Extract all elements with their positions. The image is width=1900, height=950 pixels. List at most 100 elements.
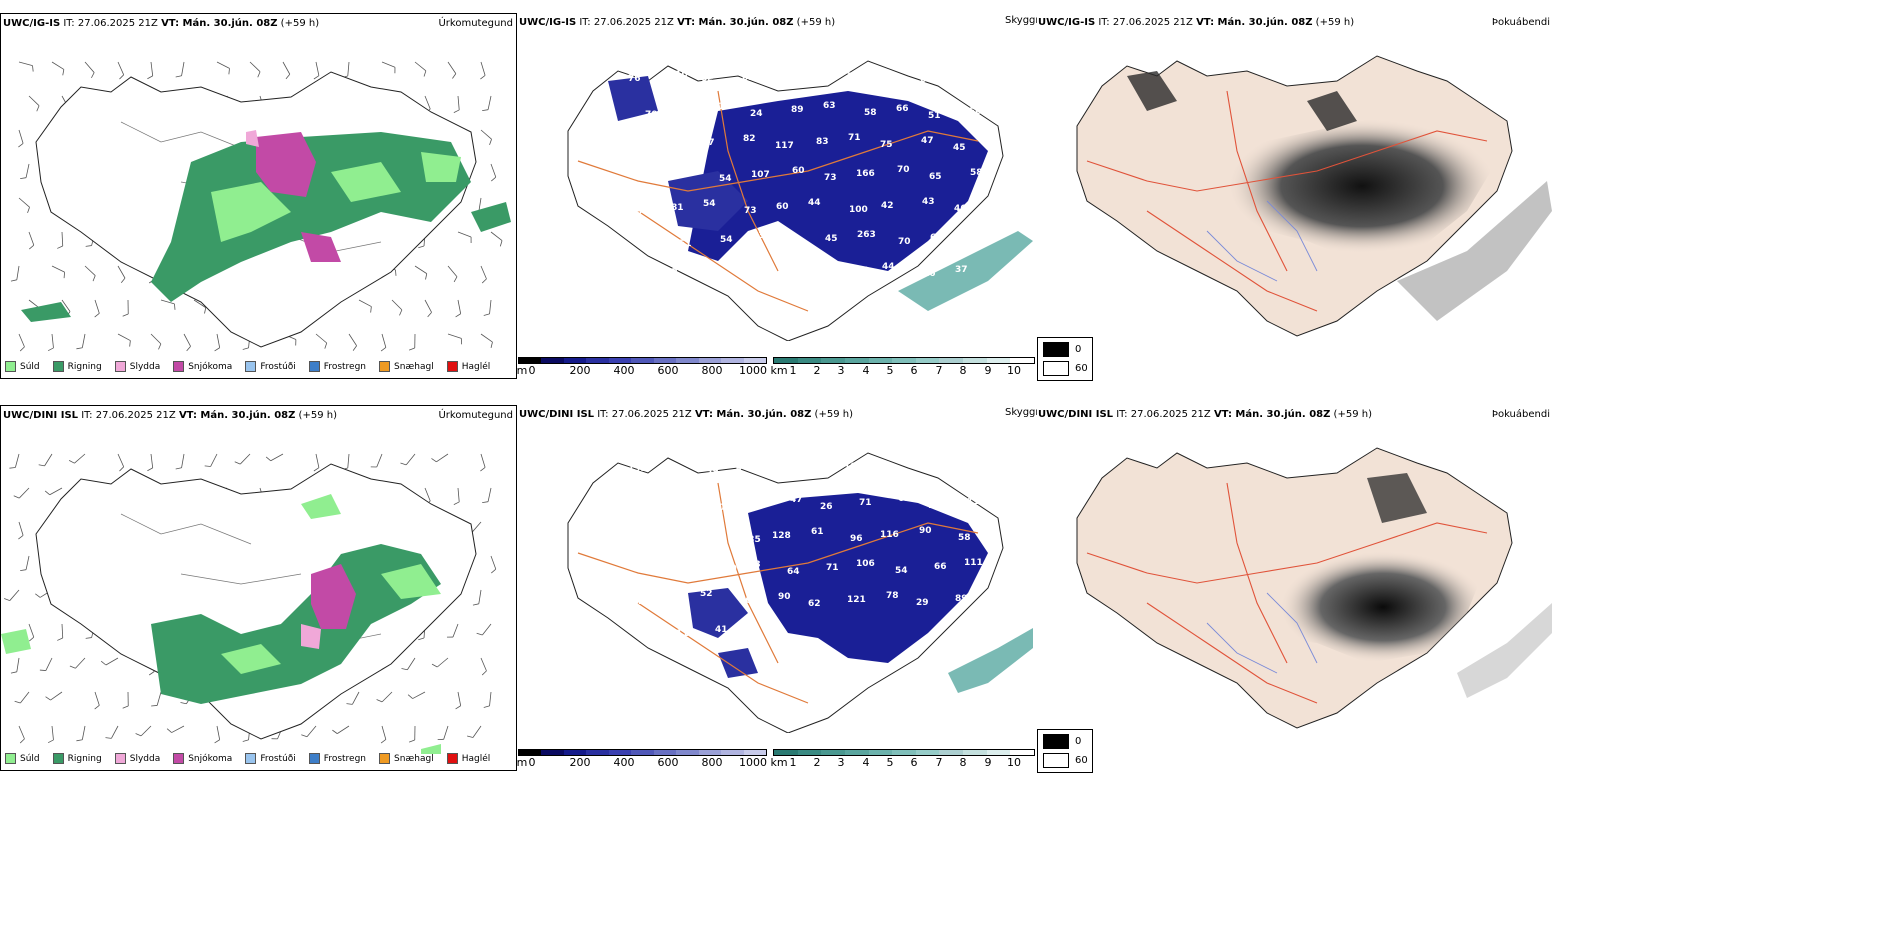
cbar-segment — [939, 750, 964, 755]
fog-title: Þokuábendi — [1491, 409, 1550, 420]
legend-swatch — [446, 753, 458, 764]
snow-area — [256, 132, 341, 262]
row1-fog-header: UWC/IG-IS IT: 27.06.2025 21Z VT: Mán. 30… — [1038, 17, 1355, 28]
wind-barb-flag — [214, 739, 220, 744]
wind-barb-flag — [242, 739, 249, 742]
visibility-label: 54 — [895, 566, 908, 576]
wind-barb-flag — [29, 636, 35, 642]
cbar-segment — [608, 358, 632, 363]
visibility-label: 44 — [882, 262, 895, 272]
wind-barb — [16, 657, 20, 672]
wind-barb — [28, 623, 35, 638]
offshore-fog — [1457, 603, 1552, 698]
wind-barb-flag — [147, 467, 153, 472]
legend-swatch — [173, 361, 185, 372]
wind-barb — [315, 61, 320, 76]
fog-panel-row1: UWC/IG-IS IT: 27.06.2025 21Z VT: Mán. 30… — [1037, 13, 1552, 381]
wind-barb — [105, 657, 119, 666]
cbar-segment — [821, 750, 845, 755]
wind-barb — [457, 487, 460, 502]
wind-barb-flag — [380, 347, 387, 352]
wind-barb — [489, 299, 492, 314]
wind-barb — [94, 299, 100, 314]
visibility-label: 11 — [718, 102, 731, 112]
sleet-area — [301, 624, 321, 649]
visibility-label: 43 — [922, 197, 935, 207]
wind-barb — [447, 61, 457, 74]
visibility-label: 131 — [784, 238, 803, 248]
cloudbase-colorbar — [518, 357, 767, 364]
wind-barb — [337, 725, 350, 734]
wind-barb — [51, 61, 65, 70]
cbar-segment — [774, 358, 798, 363]
wind-barb-flag — [483, 705, 490, 708]
wind-barb — [436, 453, 449, 463]
visibility-label: 67 — [703, 528, 716, 538]
visibility-label: 193 — [628, 464, 647, 474]
visibility-label: 78 — [847, 72, 860, 82]
wind-barb-flag — [158, 343, 162, 350]
wind-barb-flag — [313, 467, 320, 472]
visibility-label: 61 — [971, 229, 984, 239]
visibility-label: 70 — [888, 79, 901, 89]
wind-barb-flag — [19, 346, 25, 352]
rivers — [1206, 592, 1318, 674]
cbar-segment — [563, 358, 587, 363]
wind-barb — [193, 299, 206, 308]
wind-barb — [381, 691, 393, 703]
visibility-label: 130 — [718, 564, 737, 574]
fog-legend: 0 60 — [1037, 729, 1093, 773]
wind-barb — [471, 521, 482, 533]
wind-barb — [282, 61, 291, 75]
wind-barb — [487, 487, 492, 502]
wind-barb-flag — [489, 139, 492, 145]
cloud-panel-row1: UWC/IG-IS IT: 27.06.2025 21Z VT: Mán. 30… — [516, 13, 1045, 379]
wind-barb — [424, 299, 432, 313]
roads — [577, 482, 979, 704]
visibility-label: 135 — [646, 171, 665, 181]
wind-barb — [171, 725, 185, 733]
visibility-label: 83 — [670, 142, 683, 152]
visibility-area — [898, 231, 1033, 311]
wind-barb — [437, 657, 449, 668]
legend-item: Frostúði — [245, 361, 296, 372]
visibility-label: 83 — [816, 137, 829, 147]
visibility-colorbar — [773, 749, 1035, 756]
fog-swatch-light — [1043, 753, 1069, 768]
visibility-label: 69 — [742, 73, 755, 83]
wind-barb-flag — [423, 70, 427, 77]
wind-barb-flag — [431, 663, 438, 668]
cloud-map: 193 101 39 44 62 88 105 100 72 70 149 68 100 52 47 26 71… — [567, 452, 1033, 733]
wind-barb-flag — [482, 109, 489, 112]
wind-barb-flag — [147, 75, 153, 80]
cbar-segment — [586, 358, 609, 363]
wind-barb — [74, 453, 86, 464]
visibility-label: 166 — [856, 169, 875, 179]
legend-swatch — [245, 361, 257, 372]
cbar-segment — [631, 750, 654, 755]
cbar-segment — [676, 358, 699, 363]
wind-barb — [381, 61, 396, 68]
fog-title: Þokuábendi — [1491, 17, 1550, 28]
wind-barb — [45, 657, 53, 671]
wind-barb-flag — [380, 739, 387, 744]
cbar-segment — [915, 358, 940, 363]
cbar-segment — [892, 750, 916, 755]
precip-panel-row2: UWC/DINI ISL IT: 27.06.2025 21Z VT: Mán.… — [0, 405, 517, 771]
wind-barb-flag — [467, 735, 474, 738]
legend-swatch — [379, 361, 391, 372]
sleet-area — [246, 130, 259, 147]
cbar-segment — [963, 750, 987, 755]
visibility-label: 16 — [923, 269, 936, 279]
legend-item: Súld — [5, 753, 40, 764]
visibility-area — [948, 628, 1033, 693]
wind-barb-flag — [105, 737, 112, 739]
wind-barb — [75, 657, 86, 669]
wind-barb-flag — [313, 75, 320, 80]
wind-barb-flag — [94, 705, 100, 710]
visibility-label: 128 — [772, 531, 791, 541]
wind-barb — [480, 333, 493, 343]
visibility-label: 50 — [969, 107, 982, 117]
legend-item: Snæhagl — [379, 753, 434, 764]
wind-barb — [239, 453, 251, 465]
